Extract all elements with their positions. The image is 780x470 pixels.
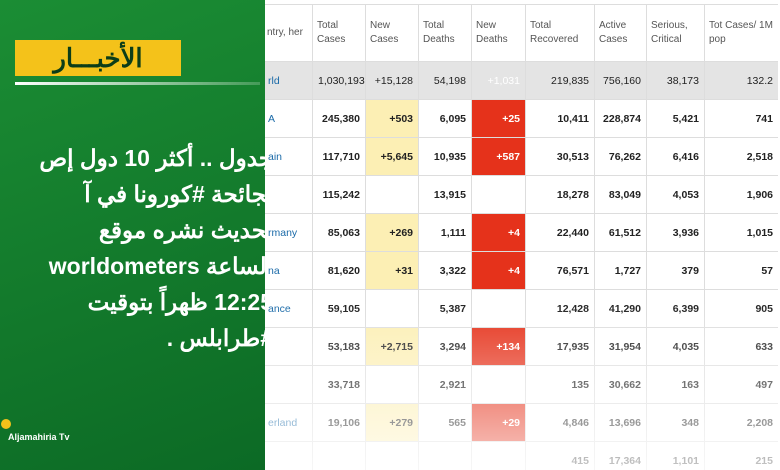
table-cell: 3,322 bbox=[418, 251, 472, 290]
table-cell: +503 bbox=[365, 99, 419, 138]
table-cell: 54,198 bbox=[418, 61, 472, 100]
table-cell: +31 bbox=[365, 251, 419, 290]
table-cell: 57 bbox=[704, 251, 778, 290]
table-cell: A bbox=[262, 99, 313, 138]
table-cell: 3,936 bbox=[646, 213, 705, 252]
divider bbox=[15, 82, 260, 85]
caption-line: بجائحة #كورونا في آ bbox=[84, 181, 265, 207]
column-header: New Cases bbox=[365, 4, 419, 62]
table-cell: 245,380 bbox=[312, 99, 366, 138]
caption-line: #طرابلس . bbox=[166, 325, 265, 351]
table-cell: 5,421 bbox=[646, 99, 705, 138]
header-row: ntry, her Total Cases New Cases Total Death… bbox=[262, 4, 778, 62]
caption-line: 12:25 ظهراً بتوقيت bbox=[87, 289, 265, 315]
table-cell: 13,915 bbox=[418, 175, 472, 214]
table-cell: 6,416 bbox=[646, 137, 705, 176]
table-row: rmany 85,063 +269 1,111 +4 22,440 61,512 3,936 1… bbox=[262, 213, 778, 252]
table-cell: +1,031 bbox=[471, 61, 526, 100]
news-panel: الأخبـــار جدول .. أكثر 10 دول إص بجائحة … bbox=[0, 0, 265, 470]
logo-icon bbox=[1, 419, 11, 429]
table-cell: 18,278 bbox=[525, 175, 595, 214]
table-cell: 38,173 bbox=[646, 61, 705, 100]
table-cell: 6,095 bbox=[418, 99, 472, 138]
table-cell: 219,835 bbox=[525, 61, 595, 100]
table-cell: rmany bbox=[262, 213, 313, 252]
table-cell: +587 bbox=[471, 137, 526, 176]
table-cell: 61,512 bbox=[594, 213, 647, 252]
table-cell: 1,906 bbox=[704, 175, 778, 214]
table-cell: ain bbox=[262, 137, 313, 176]
table-cell: 85,063 bbox=[312, 213, 366, 252]
caption: جدول .. أكثر 10 دول إص بجائحة #كورونا في … bbox=[0, 140, 265, 356]
table-cell: 83,049 bbox=[594, 175, 647, 214]
column-header: Active Cases bbox=[594, 4, 647, 62]
table-cell: 10,935 bbox=[418, 137, 472, 176]
fade-overlay bbox=[262, 300, 780, 470]
table-row: rld 1,030,193 +15,128 54,198 +1,031 219,835 75… bbox=[262, 61, 778, 100]
table-cell: 132.2 bbox=[704, 61, 778, 100]
table-cell: 81,620 bbox=[312, 251, 366, 290]
table-cell: +4 bbox=[471, 251, 526, 290]
table-cell: 1,727 bbox=[594, 251, 647, 290]
table-cell bbox=[262, 175, 313, 214]
table-cell: 10,411 bbox=[525, 99, 595, 138]
table-cell bbox=[365, 175, 419, 214]
table-cell: +269 bbox=[365, 213, 419, 252]
table-cell: +15,128 bbox=[365, 61, 419, 100]
table-cell: 76,571 bbox=[525, 251, 595, 290]
table-cell bbox=[471, 175, 526, 214]
caption-line: تحديث نشره موقع bbox=[98, 217, 265, 243]
table-row: A 245,380 +503 6,095 +25 10,411 228,874 5,421 74… bbox=[262, 99, 778, 138]
table-cell: 1,030,193 bbox=[312, 61, 366, 100]
table-row: ain 117,710 +5,645 10,935 +587 30,513 76,262 6,… bbox=[262, 137, 778, 176]
table-row: 115,242 13,915 18,278 83,049 4,053 1,906 bbox=[262, 175, 778, 214]
table-cell: 1,111 bbox=[418, 213, 472, 252]
column-header: Serious, Critical bbox=[646, 4, 705, 62]
table-cell: +4 bbox=[471, 213, 526, 252]
table-row: na 81,620 +31 3,322 +4 76,571 1,727 379 57 bbox=[262, 251, 778, 290]
news-badge: الأخبـــار bbox=[15, 40, 181, 76]
table-cell: na bbox=[262, 251, 313, 290]
logo-text: Aljamahiria Tv bbox=[8, 432, 70, 442]
table-cell: 115,242 bbox=[312, 175, 366, 214]
table-cell: 2,518 bbox=[704, 137, 778, 176]
table-cell: 228,874 bbox=[594, 99, 647, 138]
table-cell: 117,710 bbox=[312, 137, 366, 176]
column-header: Total Recovered bbox=[525, 4, 595, 62]
table-cell: 379 bbox=[646, 251, 705, 290]
caption-line: جدول .. أكثر 10 دول إص bbox=[39, 145, 265, 171]
column-header: ntry, her bbox=[262, 4, 313, 62]
table-cell: rld bbox=[262, 61, 313, 100]
table-cell: +25 bbox=[471, 99, 526, 138]
caption-line: الساعة worldometers bbox=[48, 253, 265, 279]
table-cell: 741 bbox=[704, 99, 778, 138]
table-cell: +5,645 bbox=[365, 137, 419, 176]
table-cell: 4,053 bbox=[646, 175, 705, 214]
table-cell: 756,160 bbox=[594, 61, 647, 100]
table-cell: 76,262 bbox=[594, 137, 647, 176]
column-header: New Deaths bbox=[471, 4, 526, 62]
column-header: Total Deaths bbox=[418, 4, 472, 62]
table-cell: 1,015 bbox=[704, 213, 778, 252]
table-cell: 30,513 bbox=[525, 137, 595, 176]
column-header: Total Cases bbox=[312, 4, 366, 62]
table-cell: 22,440 bbox=[525, 213, 595, 252]
column-header: Tot Cases/ 1M pop bbox=[704, 4, 778, 62]
